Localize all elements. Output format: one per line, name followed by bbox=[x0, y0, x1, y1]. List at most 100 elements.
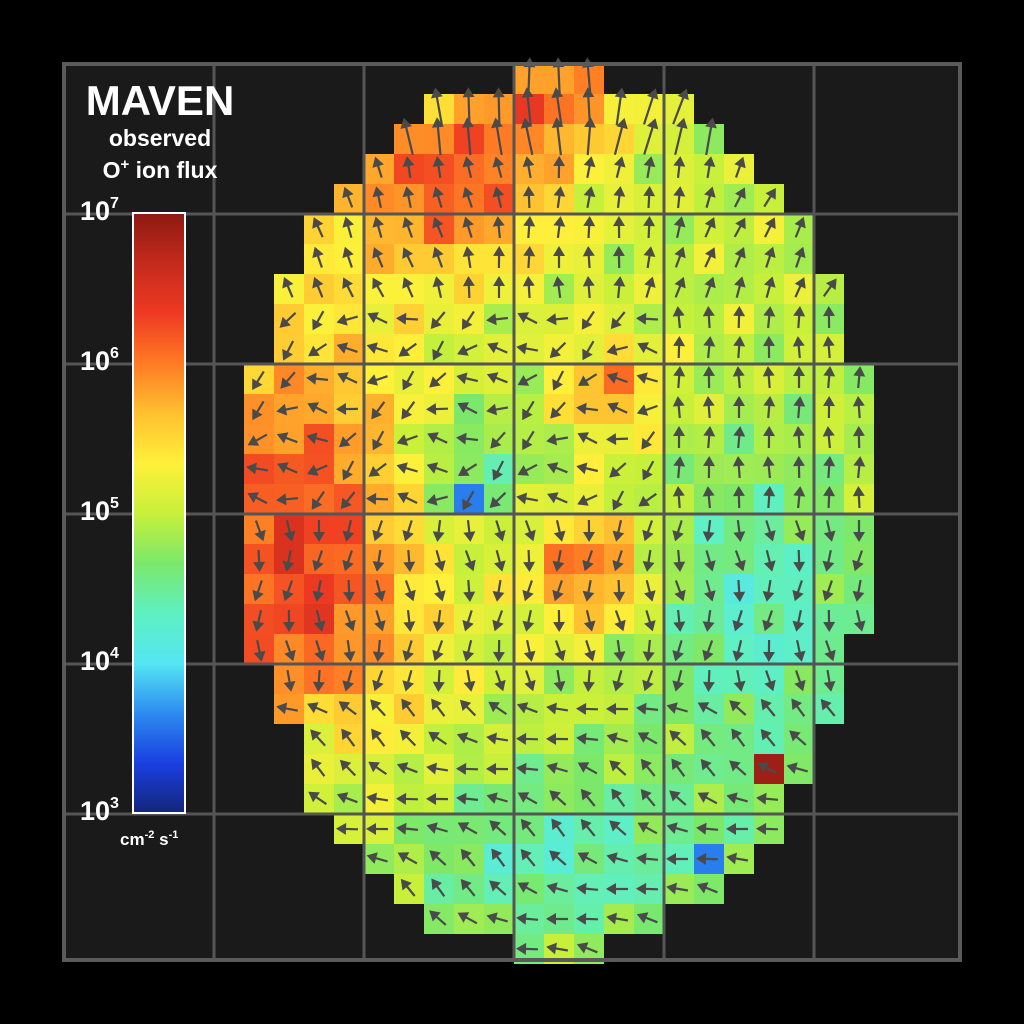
flow-arrow bbox=[644, 580, 656, 602]
flow-arrow bbox=[794, 670, 806, 692]
flow-arrow bbox=[342, 186, 354, 208]
flow-arrow bbox=[612, 519, 625, 542]
flow-arrow bbox=[431, 87, 443, 126]
flow-arrow bbox=[673, 549, 686, 572]
flow-arrow bbox=[517, 882, 538, 895]
flow-arrow bbox=[252, 580, 264, 602]
flow-arrow bbox=[636, 912, 658, 924]
flow-arrow bbox=[696, 822, 719, 835]
flow-arrow bbox=[457, 344, 478, 356]
flow-arrow bbox=[546, 462, 568, 474]
flow-arrow bbox=[703, 156, 716, 179]
flow-arrow bbox=[581, 310, 595, 330]
flow-arrow bbox=[276, 403, 299, 416]
flow-arrow bbox=[314, 640, 326, 662]
flow-arrow bbox=[456, 372, 479, 385]
flow-arrow bbox=[432, 609, 445, 632]
flow-arrow bbox=[729, 700, 747, 716]
flow-arrow bbox=[576, 882, 599, 895]
flow-arrow bbox=[492, 610, 504, 632]
flow-arrow bbox=[432, 640, 444, 662]
flow-arrow bbox=[641, 431, 656, 450]
flow-arrow bbox=[459, 699, 477, 717]
flow-arrow bbox=[343, 579, 356, 602]
chart-subtitle-line1: observed bbox=[108, 125, 212, 151]
flow-arrow bbox=[400, 878, 416, 897]
flow-arrow bbox=[764, 276, 776, 298]
flow-arrow bbox=[823, 486, 836, 509]
flow-arrow bbox=[764, 217, 776, 238]
flow-arrow bbox=[606, 852, 628, 864]
flow-arrow bbox=[732, 610, 744, 632]
flow-arrow bbox=[372, 639, 385, 662]
flow-arrow bbox=[729, 760, 747, 776]
flow-arrow bbox=[553, 216, 566, 239]
flow-arrow bbox=[554, 640, 566, 662]
flow-arrow bbox=[763, 336, 775, 359]
flow-arrow bbox=[462, 186, 474, 208]
flow-arrow bbox=[426, 403, 449, 416]
flow-arrow bbox=[703, 336, 716, 359]
flow-arrow bbox=[853, 456, 866, 479]
flow-arrow bbox=[702, 396, 715, 419]
flow-arrow bbox=[372, 156, 384, 178]
flow-arrow bbox=[434, 579, 446, 602]
flow-arrow bbox=[546, 313, 569, 326]
flow-arrow bbox=[432, 186, 444, 208]
flow-arrow bbox=[546, 882, 568, 894]
flow-arrow bbox=[672, 486, 685, 509]
flow-arrow bbox=[852, 396, 865, 419]
colorbar-tick-1e5: 105 bbox=[80, 495, 119, 527]
flow-arrow bbox=[282, 277, 294, 298]
flow-arrow bbox=[426, 793, 449, 805]
flow-arrow bbox=[613, 216, 625, 239]
flow-arrow bbox=[342, 550, 354, 572]
flow-arrow bbox=[312, 246, 324, 268]
flow-arrow bbox=[523, 549, 536, 572]
flow-arrow bbox=[643, 118, 659, 155]
flow-arrow bbox=[613, 639, 626, 662]
flow-arrow bbox=[697, 702, 718, 715]
flow-arrow bbox=[704, 276, 716, 298]
flow-arrow bbox=[793, 549, 806, 572]
flow-arrow bbox=[489, 880, 507, 896]
flow-arrow bbox=[486, 763, 509, 775]
flow-arrow bbox=[733, 426, 746, 449]
flow-arrow bbox=[493, 276, 505, 298]
flow-arrow bbox=[613, 156, 626, 178]
flow-arrow bbox=[547, 492, 568, 504]
flow-arrow bbox=[757, 762, 778, 775]
flow-arrow bbox=[553, 609, 565, 632]
flow-arrow bbox=[823, 396, 835, 419]
flow-arrow bbox=[576, 402, 599, 415]
flow-arrow bbox=[516, 912, 539, 925]
flow-arrow bbox=[702, 486, 715, 509]
flow-arrow bbox=[276, 702, 299, 715]
flow-arrow bbox=[307, 702, 328, 714]
flow-arrow bbox=[551, 87, 564, 126]
flow-arrow bbox=[612, 670, 624, 692]
flow-arrow bbox=[733, 336, 746, 359]
flow-arrow bbox=[546, 433, 569, 446]
flow-arrow bbox=[636, 372, 659, 384]
flow-arrow bbox=[583, 216, 596, 239]
flow-arrow bbox=[852, 486, 865, 509]
flow-arrow bbox=[342, 519, 355, 542]
flow-arrow bbox=[312, 550, 324, 572]
flow-arrow bbox=[577, 852, 598, 865]
flow-arrow bbox=[520, 117, 534, 156]
flow-arrow bbox=[312, 310, 325, 331]
flow-arrow bbox=[524, 670, 536, 692]
flow-arrow bbox=[637, 822, 658, 835]
flow-arrow bbox=[372, 430, 385, 451]
flow-arrow bbox=[402, 186, 415, 209]
flow-arrow bbox=[576, 702, 599, 715]
flow-arrow bbox=[492, 87, 505, 126]
flow-arrow bbox=[553, 246, 565, 268]
flow-arrow bbox=[762, 366, 775, 389]
flow-arrow bbox=[546, 942, 569, 955]
flow-arrow bbox=[402, 640, 414, 662]
flow-arrow bbox=[823, 519, 836, 542]
flow-arrow bbox=[666, 882, 689, 895]
